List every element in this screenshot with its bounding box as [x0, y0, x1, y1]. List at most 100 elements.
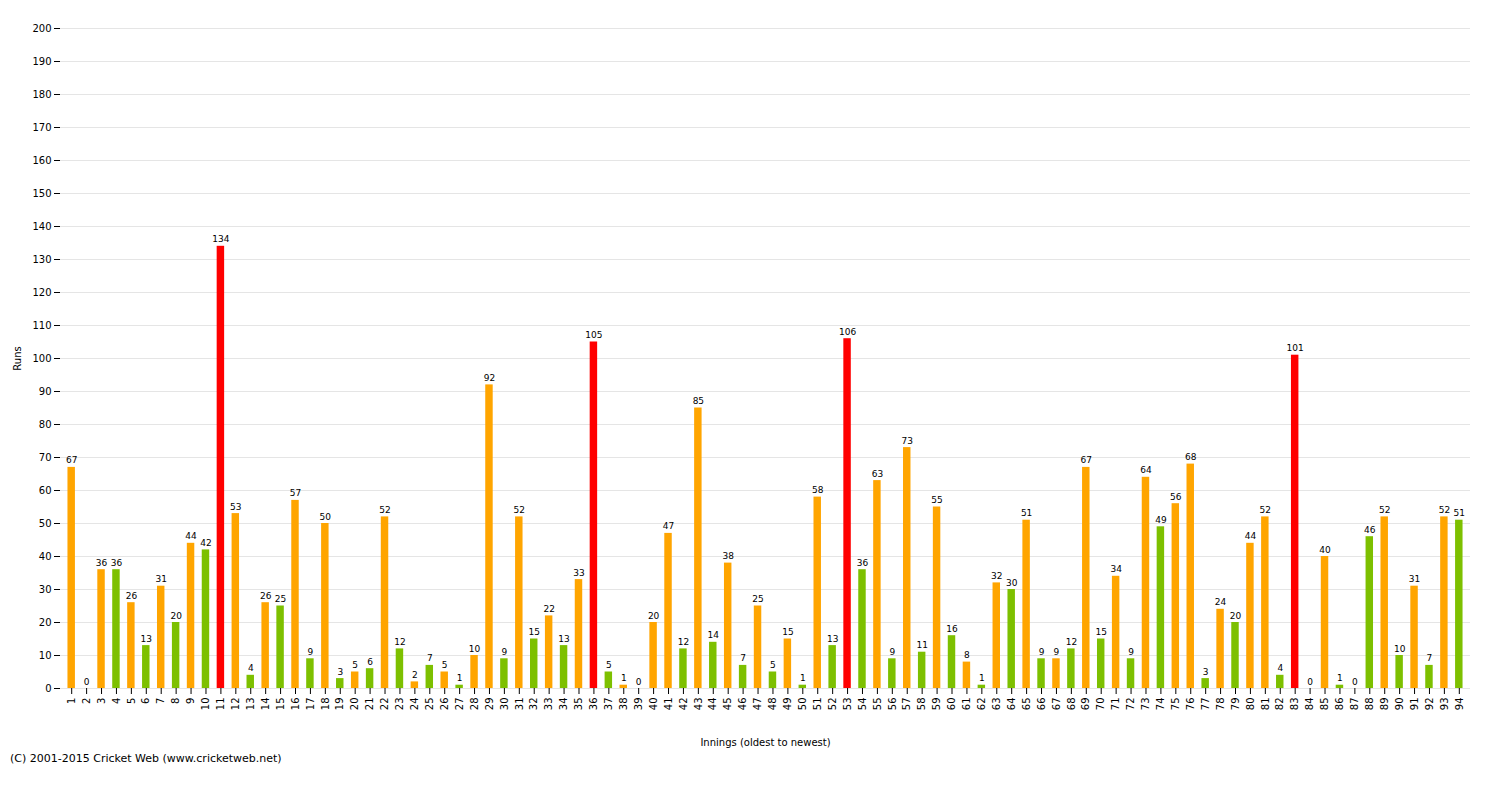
- svg-text:94: 94: [1454, 698, 1465, 711]
- svg-text:63: 63: [872, 469, 883, 479]
- svg-text:42: 42: [678, 698, 689, 711]
- svg-text:6: 6: [140, 698, 151, 704]
- svg-text:58: 58: [916, 698, 927, 711]
- svg-text:26: 26: [439, 698, 450, 711]
- svg-text:6: 6: [367, 657, 373, 667]
- svg-text:93: 93: [1439, 698, 1450, 711]
- svg-text:39: 39: [633, 698, 644, 711]
- svg-text:83: 83: [1289, 698, 1300, 711]
- svg-text:130: 130: [32, 254, 51, 265]
- svg-text:100: 100: [32, 353, 51, 364]
- svg-text:79: 79: [1230, 698, 1241, 711]
- svg-text:3: 3: [337, 667, 343, 677]
- svg-text:50: 50: [39, 518, 52, 529]
- svg-text:43: 43: [693, 698, 704, 711]
- svg-text:5: 5: [770, 660, 776, 670]
- svg-text:80: 80: [39, 419, 52, 430]
- svg-text:20: 20: [1230, 611, 1242, 621]
- svg-text:2: 2: [81, 698, 92, 704]
- svg-text:170: 170: [32, 122, 51, 133]
- svg-text:13: 13: [245, 698, 256, 711]
- svg-text:20: 20: [170, 611, 182, 621]
- svg-text:36: 36: [96, 558, 108, 568]
- svg-text:9: 9: [185, 698, 196, 704]
- svg-text:69: 69: [1080, 698, 1091, 711]
- svg-text:46: 46: [737, 698, 748, 711]
- svg-text:14: 14: [260, 698, 271, 711]
- svg-text:3: 3: [96, 698, 107, 704]
- svg-text:80: 80: [1245, 698, 1256, 711]
- svg-text:13: 13: [558, 634, 569, 644]
- svg-text:7: 7: [155, 698, 166, 704]
- svg-text:67: 67: [1081, 455, 1092, 465]
- svg-text:76: 76: [1185, 698, 1196, 711]
- svg-text:15: 15: [782, 627, 793, 637]
- svg-text:45: 45: [722, 698, 733, 711]
- svg-text:25: 25: [275, 594, 286, 604]
- svg-text:0: 0: [45, 683, 51, 694]
- svg-text:4: 4: [1277, 663, 1283, 673]
- svg-text:24: 24: [409, 698, 420, 711]
- svg-text:40: 40: [648, 698, 659, 711]
- svg-text:120: 120: [32, 287, 51, 298]
- svg-text:63: 63: [991, 698, 1002, 711]
- svg-text:9: 9: [502, 647, 508, 657]
- svg-text:5: 5: [606, 660, 612, 670]
- svg-text:38: 38: [618, 698, 629, 711]
- svg-text:5: 5: [126, 698, 137, 704]
- svg-text:70: 70: [1095, 698, 1106, 711]
- svg-text:29: 29: [484, 698, 495, 711]
- svg-text:90: 90: [39, 386, 52, 397]
- svg-text:47: 47: [752, 698, 763, 711]
- svg-text:53: 53: [230, 502, 241, 512]
- svg-text:27: 27: [454, 698, 465, 711]
- svg-text:36: 36: [588, 698, 599, 711]
- svg-text:58: 58: [812, 485, 824, 495]
- svg-text:0: 0: [1307, 677, 1313, 687]
- svg-text:190: 190: [32, 56, 51, 67]
- svg-text:1: 1: [66, 698, 77, 704]
- svg-text:7: 7: [427, 653, 433, 663]
- svg-text:66: 66: [1036, 698, 1047, 711]
- svg-text:15: 15: [275, 698, 286, 711]
- svg-text:51: 51: [812, 698, 823, 711]
- svg-text:0: 0: [1352, 677, 1358, 687]
- svg-text:46: 46: [1364, 525, 1376, 535]
- svg-text:150: 150: [32, 188, 51, 199]
- svg-text:140: 140: [32, 221, 51, 232]
- svg-text:42: 42: [200, 538, 211, 548]
- svg-text:72: 72: [1125, 698, 1136, 711]
- svg-text:28: 28: [469, 698, 480, 711]
- svg-text:22: 22: [379, 698, 390, 711]
- svg-text:60: 60: [39, 485, 52, 496]
- svg-text:85: 85: [693, 396, 704, 406]
- svg-text:26: 26: [126, 591, 138, 601]
- svg-text:49: 49: [782, 698, 793, 711]
- svg-text:78: 78: [1215, 698, 1226, 711]
- svg-text:38: 38: [722, 551, 734, 561]
- svg-text:1: 1: [800, 673, 806, 683]
- svg-text:Innings (oldest to newest): Innings (oldest to newest): [700, 737, 830, 748]
- svg-text:86: 86: [1334, 698, 1345, 711]
- svg-text:10: 10: [469, 644, 481, 654]
- svg-text:25: 25: [752, 594, 763, 604]
- svg-text:0: 0: [636, 677, 642, 687]
- svg-text:26: 26: [260, 591, 272, 601]
- svg-text:40: 40: [1319, 545, 1331, 555]
- svg-text:10: 10: [1394, 644, 1406, 654]
- svg-text:73: 73: [902, 436, 913, 446]
- svg-text:9: 9: [1039, 647, 1045, 657]
- svg-text:13: 13: [827, 634, 838, 644]
- svg-text:30: 30: [39, 584, 52, 595]
- svg-text:1: 1: [1337, 673, 1343, 683]
- svg-text:23: 23: [394, 698, 405, 711]
- svg-text:25: 25: [424, 698, 435, 711]
- svg-text:52: 52: [1379, 505, 1390, 515]
- svg-text:4: 4: [248, 663, 254, 673]
- svg-text:10: 10: [39, 650, 52, 661]
- svg-text:47: 47: [663, 521, 674, 531]
- svg-text:11: 11: [916, 640, 927, 650]
- svg-text:22: 22: [543, 604, 554, 614]
- svg-text:1: 1: [457, 673, 463, 683]
- svg-text:31: 31: [514, 698, 525, 711]
